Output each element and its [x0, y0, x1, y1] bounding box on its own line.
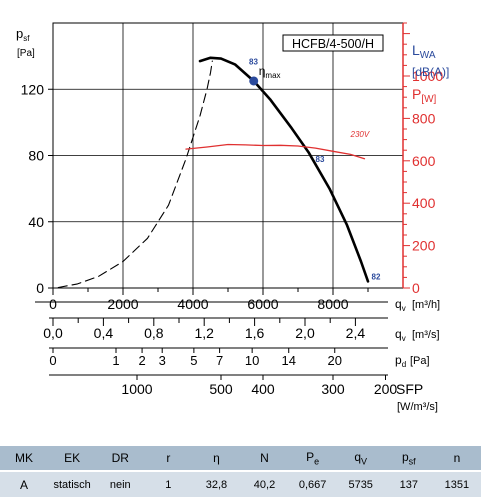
- secondary-scales: 0,0 0,4 0,8 1,2 1,6 2,0 2,4 qv [m³/s] 0 1 2 3 5 7 10 14 2…: [43, 317, 440, 413]
- flow-m3s-tick-label: 1,2: [194, 325, 214, 341]
- table-cell: statisch: [48, 470, 97, 497]
- y-left-tick-label: 80: [28, 148, 44, 164]
- flow-m3s-tick-label: 0,4: [94, 325, 114, 341]
- y-right-tick-label: 800: [412, 110, 436, 126]
- table-header-cell: r: [144, 446, 193, 471]
- table-cell: 40,2: [240, 470, 289, 497]
- dyn-pressure-tick-label: 20: [328, 353, 342, 368]
- table-header-cell: Pe: [288, 446, 337, 471]
- dyn-pressure-tick-label: 7: [216, 353, 223, 368]
- model-label: HCFB/4-500/H: [292, 37, 374, 51]
- sfp-label: SFP: [396, 381, 423, 397]
- sound-axis-unit: [dB(A)]: [412, 65, 449, 79]
- table-header-cell: DR: [96, 446, 145, 471]
- sfp-tick-label: 500: [209, 381, 233, 397]
- table-cell: 0,667: [288, 470, 337, 497]
- flow-m3s-tick-label: 0,8: [144, 325, 164, 341]
- dyn-pressure-tick-label: 3: [159, 353, 166, 368]
- table-header-cell: psf: [384, 446, 433, 471]
- dyn-pressure-unit: [Pa]: [410, 355, 430, 367]
- x-tick-label: 2000: [107, 296, 138, 312]
- pressure-curve: [198, 56, 370, 283]
- sfp-tick-label: 300: [321, 381, 345, 397]
- y-left-tick-label: 120: [21, 81, 45, 97]
- table-cell: 5735: [336, 470, 385, 497]
- flow-m3s-tick-label: 1,6: [245, 325, 265, 341]
- table-cell: 32,8: [192, 470, 241, 497]
- power-curve-label: 230V: [350, 130, 370, 139]
- x-tick-label: 6000: [247, 296, 278, 312]
- dyn-pressure-tick-label: 0: [49, 353, 56, 368]
- sfp-unit: [W/m³/s]: [397, 401, 438, 413]
- table-cell: nein: [96, 470, 145, 497]
- dyn-pressure-tick-label: 10: [245, 353, 259, 368]
- table-header-cell: N: [240, 446, 289, 471]
- flow-m3s-tick-label: 2,4: [346, 325, 366, 341]
- y-right-tick-label: 600: [412, 153, 436, 169]
- flow-m3s-label: qv: [395, 327, 406, 343]
- table-header-cell: EK: [48, 446, 97, 471]
- flow-m3s-tick-label: 2,0: [295, 325, 315, 341]
- stall-region-curve: [57, 60, 213, 289]
- y-right-tick-label: 0: [412, 280, 420, 296]
- table-header-row: MK EK DR r η N Pe qV psf n: [0, 446, 481, 471]
- power-axis-label: P[W]: [412, 86, 437, 105]
- power-curve: [185, 143, 366, 160]
- x-axis-unit: [m³/h]: [412, 299, 440, 311]
- dyn-pressure-label: pd: [395, 353, 406, 369]
- sound-level-label: 82: [372, 273, 381, 282]
- y-left-axis-unit: [Pa]: [17, 48, 35, 59]
- sound-level-label: 83: [316, 155, 325, 164]
- flow-m3s-tick-label: 0,0: [43, 325, 63, 341]
- x-axis-label: qv: [395, 297, 406, 313]
- y-right-tick-label: 200: [412, 238, 436, 254]
- y-right-tick-label: 400: [412, 195, 436, 211]
- table-header-cell: n: [432, 446, 481, 471]
- dyn-pressure-tick-label: 5: [190, 353, 197, 368]
- x-tick-label: 0: [49, 296, 57, 312]
- flow-m3s-unit: [m³/s]: [412, 329, 440, 341]
- dyn-pressure-tick-label: 2: [138, 353, 145, 368]
- y-left-tick-label: 40: [28, 214, 44, 230]
- sfp-tick-label: 400: [251, 381, 275, 397]
- dyn-pressure-tick-label: 14: [281, 353, 295, 368]
- optimum-point-marker: [249, 76, 259, 86]
- table-header-cell: η: [192, 446, 241, 471]
- table-cell: 137: [384, 470, 433, 497]
- chart-curves: [57, 56, 370, 289]
- sfp-tick-label: 1000: [121, 381, 152, 397]
- table-cell: A: [0, 470, 49, 497]
- y-right-tick-label: 1000: [412, 68, 443, 84]
- table-cell: 1: [144, 470, 193, 497]
- x-tick-label: 4000: [177, 296, 208, 312]
- sound-axis-label: LWA: [412, 42, 436, 61]
- y-left-tick-label: 0: [36, 280, 44, 296]
- fan-performance-chart: 04080120psf[Pa]02004006008001000LWA[dB(A…: [16, 22, 449, 413]
- x-tick-label: 8000: [317, 296, 348, 312]
- dyn-pressure-tick-label: 1: [112, 353, 119, 368]
- table-header-cell: MK: [0, 446, 49, 471]
- model-label-box: [282, 34, 384, 52]
- table-cell: 1351: [432, 470, 481, 497]
- y-left-axis-label: psf: [16, 26, 30, 43]
- sfp-tick-label: 200: [374, 381, 398, 397]
- optimum-point-label: ηmax: [259, 64, 281, 80]
- table-header-cell: qV: [336, 446, 385, 471]
- sound-level-label: 83: [249, 57, 258, 66]
- chart-axes: 0 40 80 120 psf [Pa] 0 200 400 600 800 1000 LWA [dB(A…: [16, 22, 449, 313]
